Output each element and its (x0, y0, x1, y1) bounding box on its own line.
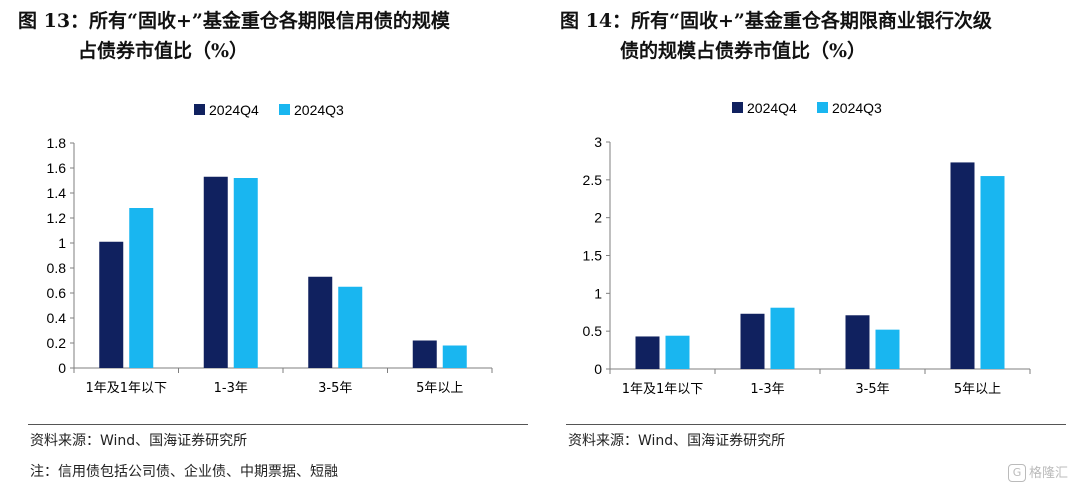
bar-2024q3 (875, 329, 900, 369)
bar-2024q4 (845, 315, 870, 369)
bar-2024q3 (980, 176, 1005, 369)
bar-2024q3 (338, 286, 363, 368)
right-bar-chart: 0 0.5 1 1.5 2 2.5 3 1年及1年以下 1-3年 3-5年 5年以上 2024Q4 20… (583, 100, 1031, 397)
right-source-note: 资料来源：Wind、国海证券研究所 (568, 433, 786, 449)
left-title-line1: 图 13：所有“固收+”基金重仓各期限信用债的规模 (18, 10, 450, 32)
y-tick-label: 1.2 (47, 210, 67, 226)
x-category-label: 5年以上 (416, 381, 463, 396)
y-tick-label: 0.8 (47, 260, 67, 276)
y-tick-label: 0.5 (583, 323, 603, 339)
bar-2024q4 (203, 176, 228, 368)
legend-label-2024q4: 2024Q4 (209, 102, 259, 118)
legend-swatch-2024q3 (279, 104, 290, 115)
right-figure-title: 图 14：所有“固收+”基金重仓各期限商业银行次级 债的规模占债券市值比（%） (560, 6, 1070, 66)
bar-2024q4 (635, 336, 660, 369)
y-tick-label: 1.4 (47, 185, 67, 201)
left-title-line2: 占债券市值比（%） (78, 40, 249, 62)
legend-swatch-2024q4 (194, 104, 205, 115)
legend-label-2024q3: 2024Q3 (832, 100, 882, 116)
y-tick-label: 1.8 (47, 135, 67, 151)
y-tick-label: 0 (594, 361, 602, 377)
y-tick-label: 1.5 (583, 248, 603, 264)
y-tick-label: 2.5 (583, 172, 603, 188)
bar-2024q4 (950, 162, 975, 369)
y-tick-label: 1 (58, 235, 66, 251)
watermark: G 格隆汇 (1007, 462, 1068, 482)
y-tick-label: 0.2 (47, 335, 67, 351)
bar-2024q3 (233, 178, 258, 368)
left-bar-chart: 0 0.2 0.4 0.6 0.8 1 1.2 1.4 1.6 1.8 1年及1年以下 1-3年 3-5… (47, 102, 493, 396)
bar-2024q3 (129, 208, 154, 368)
x-category-label: 1年及1年以下 (622, 382, 704, 397)
y-tick-label: 1.6 (47, 160, 67, 176)
watermark-logo-icon: G (1007, 464, 1026, 482)
x-category-label: 5年以上 (954, 382, 1001, 397)
x-category-label: 1-3年 (750, 382, 784, 397)
y-tick-label: 0.6 (47, 285, 67, 301)
right-title-line2: 债的规模占债券市值比（%） (620, 40, 867, 62)
bar-2024q4 (99, 241, 124, 368)
left-source-note: 资料来源：Wind、国海证券研究所 (30, 433, 248, 449)
y-tick-label: 0 (58, 360, 66, 376)
legend-label-2024q3: 2024Q3 (294, 102, 344, 118)
y-tick-label: 1 (594, 285, 602, 301)
y-tick-label: 2 (594, 210, 602, 226)
y-tick-label: 0.4 (47, 310, 67, 326)
x-category-label: 1年及1年以下 (85, 381, 167, 396)
bar-2024q4 (740, 313, 765, 369)
y-tick-label: 3 (594, 134, 602, 150)
x-category-label: 1-3年 (214, 381, 248, 396)
bar-2024q4 (412, 340, 437, 368)
x-category-label: 3-5年 (318, 381, 352, 396)
legend-swatch-2024q4 (732, 102, 743, 113)
left-figure-title: 图 13：所有“固收+”基金重仓各期限信用债的规模 占债券市值比（%） (18, 6, 528, 66)
bar-2024q3 (442, 345, 467, 368)
left-divider (28, 424, 528, 425)
legend-label-2024q4: 2024Q4 (747, 100, 797, 116)
bar-2024q4 (308, 276, 333, 368)
right-title-line1: 图 14：所有“固收+”基金重仓各期限商业银行次级 (560, 10, 992, 32)
bar-2024q3 (665, 335, 690, 369)
bar-2024q3 (770, 307, 795, 369)
x-category-label: 3-5年 (855, 382, 889, 397)
right-divider (566, 424, 1066, 425)
left-footnote: 注：信用债包括公司债、企业债、中期票据、短融 (30, 464, 338, 480)
watermark-text: 格隆汇 (1028, 465, 1068, 481)
legend-swatch-2024q3 (817, 102, 828, 113)
